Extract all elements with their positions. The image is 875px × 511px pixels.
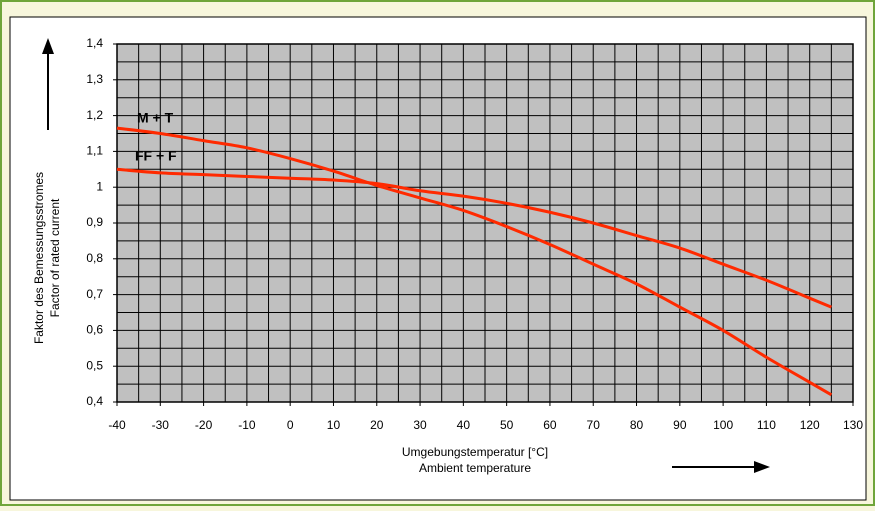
x-tick-label: 130 [843, 418, 863, 432]
x-tick-label: -40 [108, 418, 126, 432]
y-tick-label: 0,9 [86, 215, 103, 229]
x-tick-label: 50 [500, 418, 514, 432]
x-tick-label: 90 [673, 418, 687, 432]
series-label: FF + F [135, 148, 177, 164]
x-tick-label: 120 [800, 418, 820, 432]
x-tick-label: 80 [630, 418, 644, 432]
y-tick-label: 0,5 [86, 358, 103, 372]
series-label: M + T [137, 110, 174, 126]
series-line [116, 126, 833, 397]
x-tick-label: 100 [713, 418, 733, 432]
x-tick-label: 20 [370, 418, 384, 432]
x-tick-label: -20 [195, 418, 213, 432]
y-tick-label: 1,4 [86, 36, 103, 50]
x-tick-label: 60 [543, 418, 557, 432]
x-tick-label: 30 [413, 418, 427, 432]
y-tick-label: 0,8 [86, 251, 103, 265]
x-tick-label: 10 [327, 418, 341, 432]
y-tick-label: 0,6 [86, 323, 103, 337]
x-tick-label: -30 [152, 418, 170, 432]
x-tick-label: 110 [757, 418, 776, 432]
x-tick-label: 40 [457, 418, 471, 432]
x-tick-label: 70 [587, 418, 601, 432]
y-tick-label: 1,1 [86, 144, 103, 158]
y-axis-title: Factor of rated current [48, 198, 62, 317]
x-axis-title: Umgebungstemperatur [°C] [402, 445, 548, 459]
series-line [116, 167, 832, 309]
x-tick-label: -10 [238, 418, 256, 432]
x-tick-label: 0 [287, 418, 294, 432]
x-arrow [672, 461, 770, 473]
y-tick-label: 0,4 [86, 394, 103, 408]
y-tick-label: 0,7 [86, 287, 103, 301]
y-tick-label: 1,2 [86, 108, 103, 122]
x-axis-title: Ambient temperature [419, 461, 531, 475]
y-arrow [42, 38, 54, 130]
plot-area [116, 43, 854, 403]
y-tick-label: 1 [96, 179, 103, 193]
y-tick-label: 1,3 [86, 72, 103, 86]
y-axis-title: Faktor des Bemessungsstromes [32, 172, 46, 344]
